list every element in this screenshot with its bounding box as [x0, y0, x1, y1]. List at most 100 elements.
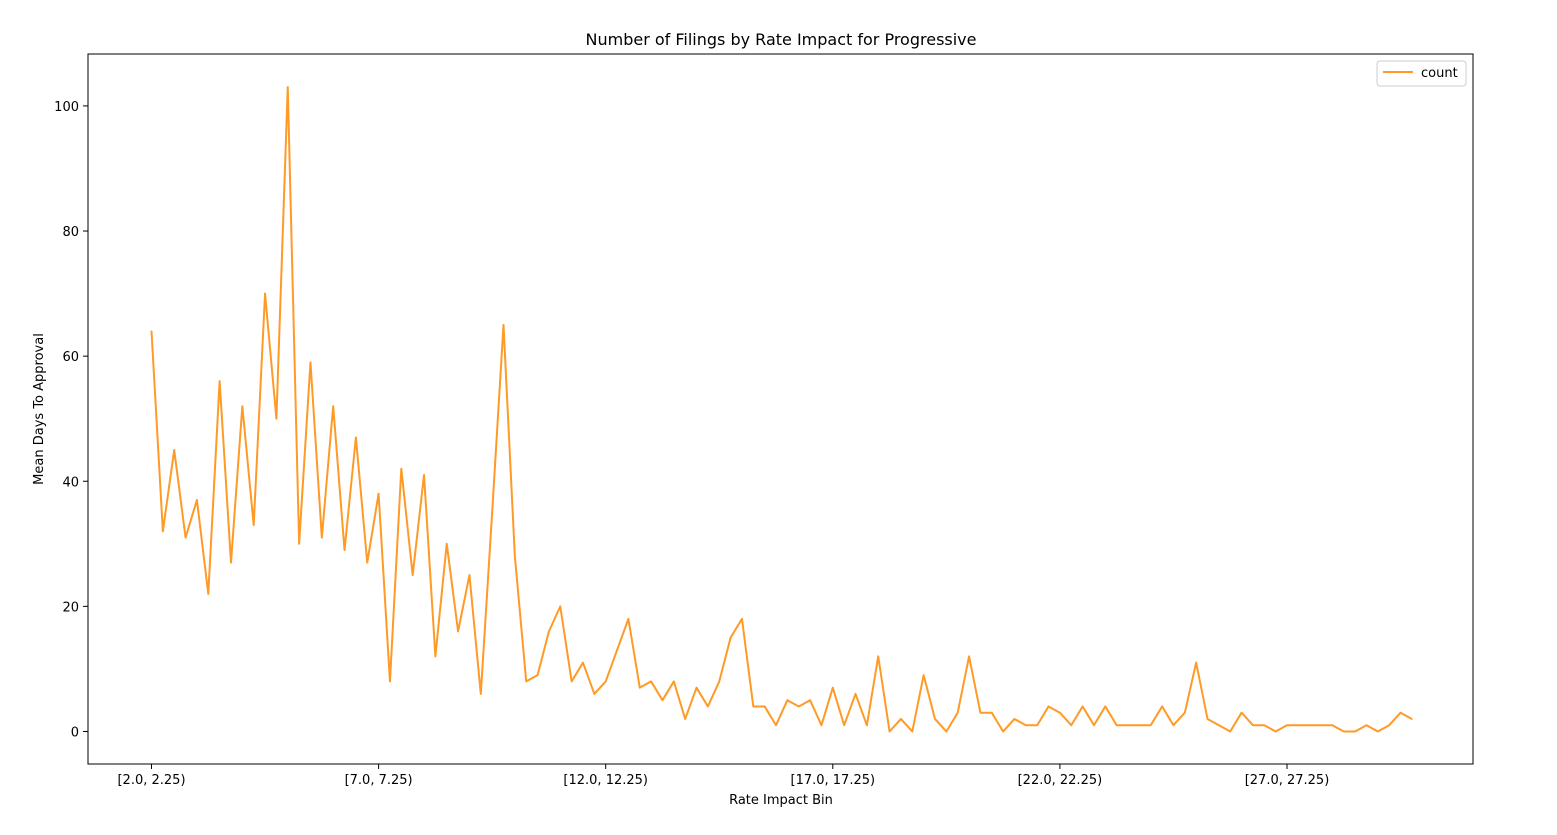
- data-point: [1184, 711, 1186, 714]
- data-point: [502, 324, 505, 326]
- data-point: [1342, 730, 1345, 733]
- data-point: [184, 536, 187, 539]
- data-point: [1354, 730, 1356, 733]
- x-tick-label: [12.0, 12.25): [563, 773, 648, 788]
- data-point: [729, 636, 732, 639]
- y-tick-label: 0: [71, 725, 79, 740]
- data-point: [366, 561, 369, 564]
- data-point: [1127, 724, 1129, 727]
- x-tick-label: [7.0, 7.25): [345, 773, 413, 788]
- legend-label: count: [1421, 66, 1458, 81]
- data-point: [321, 536, 323, 539]
- data-point: [752, 705, 755, 708]
- data-point: [650, 680, 652, 683]
- data-point: [888, 730, 891, 733]
- data-point: [1286, 724, 1288, 727]
- data-point: [718, 680, 721, 683]
- data-point: [1013, 718, 1016, 720]
- data-point: [968, 655, 970, 658]
- data-point: [1388, 724, 1390, 727]
- data-point: [570, 680, 573, 683]
- data-point: [854, 693, 857, 695]
- data-point: [763, 705, 766, 708]
- data-point: [252, 524, 255, 526]
- data-point: [1081, 705, 1084, 708]
- data-point: [548, 630, 550, 633]
- data-point: [1365, 724, 1368, 727]
- data-point: [877, 655, 880, 658]
- x-tick-label: [17.0, 17.25): [791, 773, 876, 788]
- data-point: [866, 724, 868, 727]
- data-point: [173, 449, 176, 451]
- data-point: [1411, 718, 1413, 720]
- data-point: [491, 511, 493, 514]
- data-point: [1161, 705, 1163, 708]
- data-point: [684, 718, 686, 720]
- data-point: [207, 593, 210, 595]
- data-point: [1252, 724, 1254, 727]
- y-tick-label: 20: [62, 600, 79, 615]
- data-point: [1377, 730, 1379, 733]
- data-point: [990, 711, 993, 714]
- series-line-count: [150, 86, 1413, 733]
- data-point: [627, 618, 630, 620]
- data-point: [423, 474, 425, 476]
- data-point: [1263, 724, 1266, 727]
- data-point: [673, 680, 675, 683]
- data-point: [1195, 661, 1197, 664]
- data-point: [1218, 724, 1220, 727]
- data-point: [832, 686, 834, 689]
- data-point: [945, 730, 948, 733]
- data-point: [468, 574, 471, 576]
- data-point: [775, 724, 777, 727]
- data-point: [1002, 730, 1004, 733]
- data-point: [536, 674, 539, 676]
- data-point: [377, 492, 380, 495]
- data-point: [480, 693, 482, 695]
- data-point: [264, 292, 266, 295]
- data-point: [525, 680, 528, 683]
- data-point: [1308, 724, 1311, 727]
- data-point: [343, 549, 346, 551]
- data-point: [1274, 730, 1277, 733]
- data-point: [1399, 711, 1402, 714]
- data-point: [411, 574, 414, 576]
- x-axis-label: Rate Impact Bin: [729, 793, 833, 808]
- data-point: [1229, 730, 1232, 733]
- data-point: [298, 543, 300, 545]
- legend: count: [1376, 60, 1467, 87]
- data-point: [1047, 705, 1050, 708]
- data-point: [786, 699, 789, 701]
- data-point: [638, 686, 641, 689]
- data-point: [1320, 724, 1322, 727]
- data-point: [695, 686, 698, 689]
- data-point: [218, 380, 221, 382]
- data-point: [741, 618, 743, 620]
- data-point: [1297, 724, 1300, 727]
- data-point: [1331, 724, 1334, 727]
- data-point: [616, 649, 618, 651]
- data-point: [820, 724, 823, 727]
- data-point: [150, 330, 153, 332]
- data-point: [843, 724, 845, 727]
- data-point: [355, 436, 357, 439]
- data-point: [1036, 724, 1038, 727]
- data-point: [1093, 724, 1095, 727]
- data-point: [956, 711, 959, 714]
- data-point: [922, 674, 925, 676]
- data-point: [593, 693, 596, 695]
- data-point: [797, 705, 800, 708]
- data-point: [162, 530, 164, 533]
- data-point: [900, 718, 902, 720]
- data-point: [309, 361, 312, 364]
- data-point: [661, 699, 664, 701]
- data-point: [707, 705, 709, 708]
- plot-area: [87, 53, 1474, 765]
- data-point: [457, 630, 459, 633]
- y-axis-label: Mean Days To Approval: [32, 333, 47, 485]
- data-point: [809, 699, 811, 701]
- data-point: [1206, 718, 1209, 720]
- data-point: [1070, 724, 1073, 727]
